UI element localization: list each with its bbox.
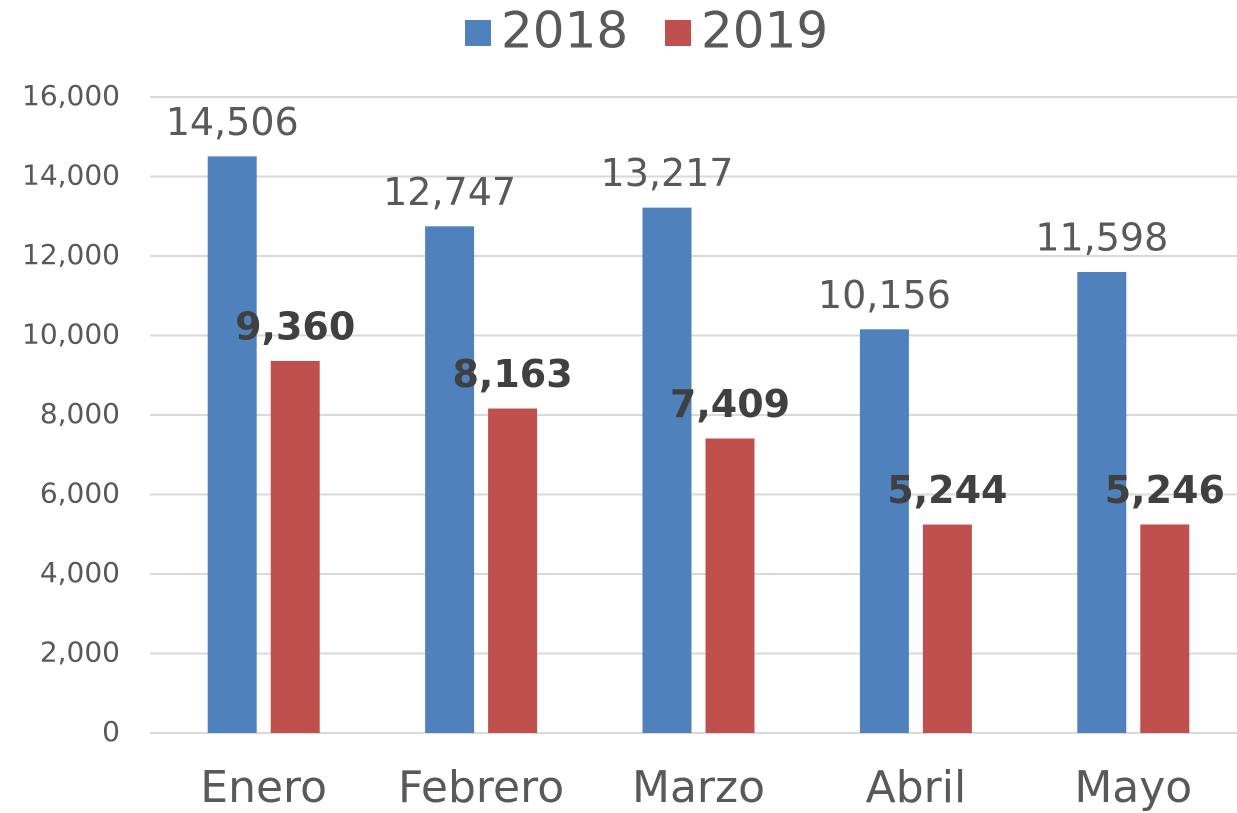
value-label: 9,360 [235,304,355,348]
bar [1077,271,1127,733]
y-tick-label: 0 [102,715,120,748]
value-label: 11,598 [1035,215,1168,259]
bar [1140,524,1190,733]
bar [642,207,692,733]
x-tick-label: Enero [200,762,327,813]
y-tick-label: 12,000 [22,238,120,271]
y-tick-label: 4,000 [40,556,120,589]
value-label: 5,246 [1105,468,1225,512]
x-tick-label: Febrero [398,762,564,813]
legend-label: 2019 [701,2,828,60]
value-label: 10,156 [818,273,951,317]
value-label: 14,506 [166,100,299,144]
bar [207,156,257,734]
value-label: 7,409 [670,382,790,426]
y-tick-label: 14,000 [22,159,120,192]
value-label: 12,747 [383,170,516,214]
y-tick-label: 10,000 [22,318,120,351]
y-tick-label: 8,000 [40,397,120,430]
y-tick-label: 2,000 [40,636,120,669]
x-tick-label: Abril [866,762,967,813]
legend-label: 2018 [501,2,628,60]
bar [425,226,475,733]
bar [488,408,538,733]
value-label: 13,217 [601,151,734,195]
bar [705,438,755,733]
value-label: 8,163 [452,352,572,396]
x-tick-label: Mayo [1074,762,1192,813]
x-tick-label: Marzo [632,762,765,813]
y-tick-label: 16,000 [22,79,120,112]
bar [859,329,909,733]
value-label: 5,244 [887,468,1007,512]
bar [922,524,972,733]
legend-swatch [465,20,491,46]
y-tick-label: 6,000 [40,477,120,510]
bar [270,360,320,733]
legend-swatch [665,20,691,46]
